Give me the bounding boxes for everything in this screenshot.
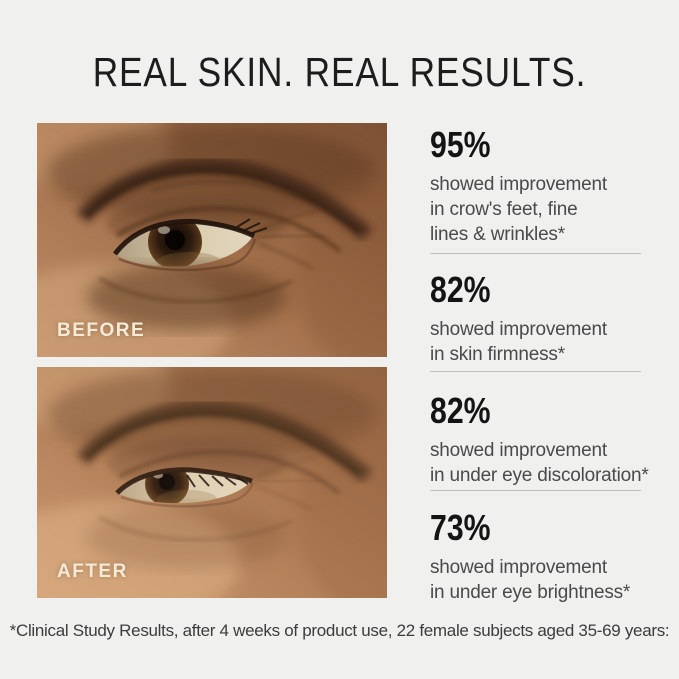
stat-divider: [430, 371, 641, 372]
stat-discoloration: 82% showed improvement in under eye disc…: [430, 393, 679, 488]
after-eye-photo-svg: [37, 367, 387, 598]
before-photo: BEFORE: [37, 123, 387, 357]
stat-divider: [430, 490, 641, 491]
stat-value: 73%: [430, 507, 491, 548]
stat-crows-feet: 95% showed improvement in crow's feet, f…: [430, 127, 679, 247]
clinical-study-footnote: *Clinical Study Results, after 4 weeks o…: [9, 621, 670, 640]
stat-description: showed improvement in under eye brightne…: [430, 557, 631, 603]
stat-value: 95%: [430, 124, 491, 165]
stat-brightness: 73% showed improvement in under eye brig…: [430, 510, 679, 605]
before-label: BEFORE: [57, 320, 146, 341]
stat-description: showed improvement in under eye discolor…: [430, 440, 649, 486]
stat-divider: [430, 253, 641, 254]
after-label: AFTER: [57, 561, 128, 582]
stat-description: showed improvement in skin firmness*: [430, 319, 607, 365]
stat-value: 82%: [430, 390, 491, 431]
stat-description: showed improvement in crow's feet, fine …: [430, 174, 607, 245]
stat-value: 82%: [430, 269, 491, 310]
headline: REAL SKIN. REAL RESULTS.: [92, 49, 587, 95]
after-photo: AFTER: [37, 367, 387, 598]
stat-firmness: 82% showed improvement in skin firmness*: [430, 272, 679, 367]
before-eye-photo-svg: [37, 123, 387, 357]
